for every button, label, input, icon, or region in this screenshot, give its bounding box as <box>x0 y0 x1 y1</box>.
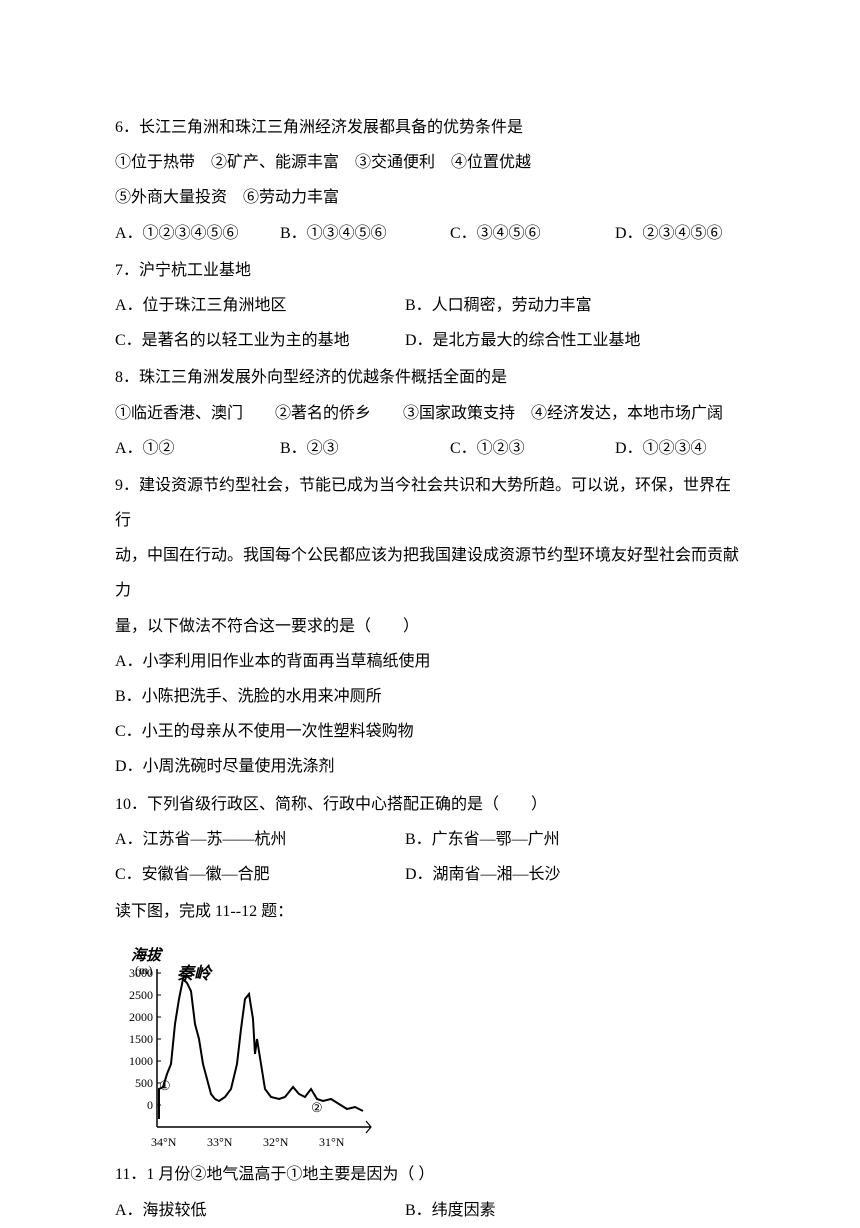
chart-profile-line <box>159 979 363 1119</box>
q7-option-c: C．是著名的以轻工业为主的基地 <box>115 323 405 358</box>
q9-stem-1: 9．建设资源节约型社会，节能已成为当今社会共识和大势所趋。可以说，环保，世界在行 <box>115 468 745 538</box>
q7-row1: A．位于珠江三角洲地区 B．人口稠密，劳动力丰富 <box>115 288 745 323</box>
q10-row2: C．安徽省—徽—合肥 D．湖南省—湘—长沙 <box>115 857 745 892</box>
question-6: 6．长江三角洲和珠江三角洲经济发展都具备的优势条件是 ①位于热带 ②矿产、能源丰… <box>115 110 745 251</box>
q6-stem: 6．长江三角洲和珠江三角洲经济发展都具备的优势条件是 <box>115 110 745 145</box>
q9-stem-2: 动，中国在行动。我国每个公民都应该为把我国建设成资源节约型环境友好型社会而贡献力 <box>115 538 745 608</box>
q6-option-b: B．①③④⑤⑥ <box>280 216 450 251</box>
question-11: 11．1 月份②地气温高于①地主要是因为（ ） A．海拔较低 B．纬度因素 <box>115 1157 745 1227</box>
q10-option-a: A．江苏省—苏——杭州 <box>115 822 405 857</box>
xtick-32: 32°N <box>263 1129 319 1155</box>
q6-conditions-1: ①位于热带 ②矿产、能源丰富 ③交通便利 ④位置优越 <box>115 145 745 180</box>
q7-option-a: A．位于珠江三角洲地区 <box>115 288 405 323</box>
q6-option-a: A．①②③④⑤⑥ <box>115 216 280 251</box>
q7-option-d: D．是北方最大的综合性工业基地 <box>405 323 641 358</box>
chart-intro: 读下图，完成 11--12 题： <box>115 894 745 929</box>
q8-stem: 8．珠江三角洲发展外向型经济的优越条件概括全面的是 <box>115 360 745 395</box>
q6-options: A．①②③④⑤⑥ B．①③④⑤⑥ C．③④⑤⑥ D．②③④⑤⑥ <box>115 216 745 251</box>
q8-option-d: D．①②③④ <box>615 431 707 466</box>
q9-option-a: A．小李利用旧作业本的背面再当草稿纸使用 <box>115 644 745 679</box>
q10-option-c: C．安徽省—徽—合肥 <box>115 857 405 892</box>
ytick-0: 0 <box>121 1099 153 1121</box>
q11-option-a: A．海拔较低 <box>115 1193 405 1228</box>
q11-option-b: B．纬度因素 <box>405 1193 496 1228</box>
xtick-34: 34°N <box>151 1129 207 1155</box>
q6-option-d: D．②③④⑤⑥ <box>615 216 723 251</box>
q7-row2: C．是著名的以轻工业为主的基地 D．是北方最大的综合性工业基地 <box>115 323 745 358</box>
q9-option-b: B．小陈把洗手、洗脸的水用来冲厕所 <box>115 679 745 714</box>
q9-option-c: C．小王的母亲从不使用一次性塑料袋购物 <box>115 714 745 749</box>
q8-option-c: C．①②③ <box>450 431 615 466</box>
q11-stem: 11．1 月份②地气温高于①地主要是因为（ ） <box>115 1157 745 1192</box>
xtick-31: 31°N <box>319 1129 375 1155</box>
question-8: 8．珠江三角洲发展外向型经济的优越条件概括全面的是 ①临近香港、澳门 ②著名的侨… <box>115 360 745 466</box>
q10-option-b: B．广东省—鄂—广州 <box>405 822 560 857</box>
ytick-1000: 1000 <box>121 1055 153 1077</box>
chart-marker-1: ① <box>159 1072 171 1101</box>
q7-option-b: B．人口稠密，劳动力丰富 <box>405 288 592 323</box>
question-7: 7．沪宁杭工业基地 A．位于珠江三角洲地区 B．人口稠密，劳动力丰富 C．是著名… <box>115 253 745 359</box>
q10-stem: 10．下列省级行政区、简称、行政中心搭配正确的是（ ） <box>115 787 745 822</box>
ytick-2000: 2000 <box>121 1011 153 1033</box>
q6-conditions-2: ⑤外商大量投资 ⑥劳动力丰富 <box>115 180 745 215</box>
ytick-2500: 2500 <box>121 989 153 1011</box>
chart-xticks: 34°N 33°N 32°N 31°N <box>151 1129 375 1155</box>
q7-stem: 7．沪宁杭工业基地 <box>115 253 745 288</box>
chart-svg <box>155 969 373 1134</box>
q9-stem-3: 量，以下做法不符合这一要求的是（ ） <box>115 609 745 644</box>
chart-yticks: 3000 2500 2000 1500 1000 500 0 <box>121 967 153 1121</box>
ytick-3000: 3000 <box>121 967 153 989</box>
q8-conditions: ①临近香港、澳门 ②著名的侨乡 ③国家政策支持 ④经济发达，本地市场广阔 <box>115 396 745 431</box>
q10-option-d: D．湖南省—湘—长沙 <box>405 857 561 892</box>
q9-option-d: D．小周洗碗时尽量使用洗涤剂 <box>115 749 745 784</box>
q8-option-a: A．①② <box>115 431 280 466</box>
chart-marker-2: ② <box>311 1094 323 1123</box>
question-10: 10．下列省级行政区、简称、行政中心搭配正确的是（ ） A．江苏省—苏——杭州 … <box>115 787 745 893</box>
xtick-33: 33°N <box>207 1129 263 1155</box>
q8-option-b: B．②③ <box>280 431 450 466</box>
q8-options: A．①② B．②③ C．①②③ D．①②③④ <box>115 431 745 466</box>
q11-row1: A．海拔较低 B．纬度因素 <box>115 1193 745 1228</box>
question-9: 9．建设资源节约型社会，节能已成为当今社会共识和大势所趋。可以说，环保，世界在行… <box>115 468 745 785</box>
elevation-chart: 海拔 (m) 秦岭 3000 2500 2000 1500 1000 500 0… <box>115 939 375 1151</box>
ytick-500: 500 <box>121 1077 153 1099</box>
q10-row1: A．江苏省—苏——杭州 B．广东省—鄂—广州 <box>115 822 745 857</box>
q6-option-c: C．③④⑤⑥ <box>450 216 615 251</box>
ytick-1500: 1500 <box>121 1033 153 1055</box>
